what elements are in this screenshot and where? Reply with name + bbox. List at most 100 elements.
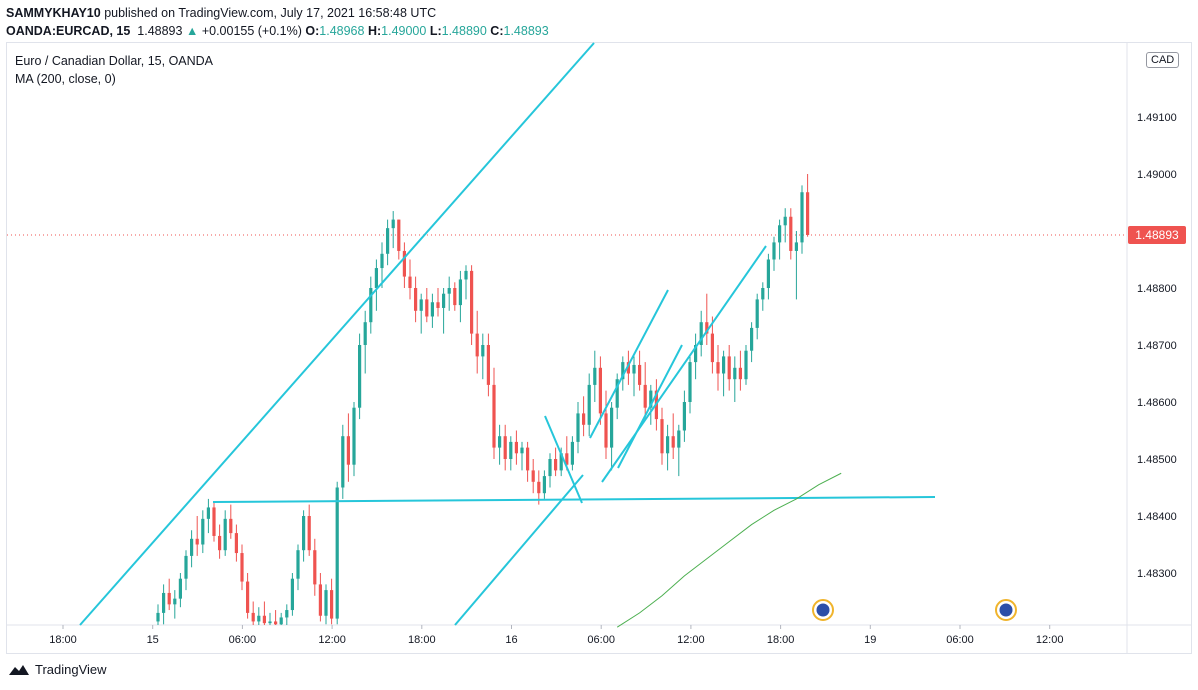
candle (694, 333, 698, 380)
y-tick-label: 1.48300 (1137, 568, 1177, 580)
ohlc-line: OANDA:EURCAD, 15 1.48893 ▲ +0.00155 (+0.… (6, 22, 549, 40)
candle-body (391, 219, 395, 229)
candle (318, 573, 322, 622)
candle-body (615, 379, 619, 408)
trendline (454, 474, 584, 626)
trendline (544, 415, 583, 504)
candle-body (503, 436, 507, 459)
candle-body (481, 345, 485, 357)
candle-body (772, 242, 776, 260)
y-tick-label: 1.49000 (1137, 169, 1177, 181)
brand-text: TradingView (35, 662, 107, 677)
candle (486, 333, 490, 397)
x-tick-label: 16 (505, 634, 517, 646)
candle-body (257, 615, 261, 622)
candle (576, 402, 580, 454)
candle (565, 436, 569, 471)
candle-body (262, 615, 266, 624)
candle (587, 373, 591, 437)
candle (481, 333, 485, 380)
trendline (617, 344, 683, 469)
candle-body (559, 453, 563, 471)
candle (251, 601, 255, 625)
candle-body (722, 356, 726, 374)
instrument-title: Euro / Canadian Dollar, 15, OANDA (15, 54, 214, 68)
candle-body (178, 578, 182, 599)
candle-body (671, 436, 675, 448)
candle (436, 288, 440, 317)
chart-info: Euro / Canadian Dollar, 15, OANDA MA (20… (15, 52, 213, 88)
trendline (212, 496, 936, 503)
candle (195, 516, 199, 556)
candle-body (621, 362, 625, 380)
x-tick-label: 18:00 (49, 634, 77, 646)
candle-body (414, 288, 418, 311)
candle-body (162, 592, 166, 613)
candle-body (514, 441, 518, 454)
candle-body (397, 219, 401, 251)
candle-body (638, 364, 642, 385)
axis-layer: 1.49100 1.49000 1.48800 1.48700 1.48600 1.485… (49, 112, 1177, 646)
candle-body (453, 288, 457, 306)
candle-body (346, 436, 350, 465)
eu-flag-icon (999, 603, 1013, 617)
candle-body (167, 592, 171, 605)
candle (688, 356, 692, 414)
candle (778, 219, 782, 260)
x-tick-label: 06:00 (587, 634, 615, 646)
x-tick-label: 12:00 (318, 634, 346, 646)
candle (772, 236, 776, 271)
candle-body (290, 578, 294, 611)
publisher-name[interactable]: SAMMYKHAY10 (6, 6, 101, 20)
candle-body (408, 276, 412, 288)
candle (643, 362, 647, 420)
candle (660, 407, 664, 465)
candle (526, 441, 530, 482)
symbol-label: OANDA:EURCAD, 15 (6, 24, 131, 38)
candle (699, 310, 703, 357)
candle (593, 350, 597, 402)
candle (470, 265, 474, 345)
candle-body (632, 364, 636, 374)
candle (419, 293, 423, 334)
candle-body (302, 516, 306, 551)
candle-body (374, 268, 378, 288)
candle (733, 356, 737, 402)
candle (671, 413, 675, 459)
candle (554, 447, 558, 477)
candle (514, 430, 518, 465)
candle-body (156, 612, 160, 622)
candle (262, 601, 266, 625)
candle (610, 402, 614, 471)
currency-badge[interactable]: CAD (1146, 52, 1180, 68)
candle-body (486, 345, 490, 385)
candle-body (582, 413, 586, 425)
candle (246, 573, 250, 619)
candle (279, 612, 283, 625)
candle-body (352, 407, 356, 465)
candle-body (184, 555, 188, 579)
candle-body (531, 470, 535, 482)
candle-body (268, 621, 272, 624)
candle-body (610, 407, 614, 448)
footer-brand[interactable]: TradingView (8, 662, 107, 677)
x-tick-label: 06:00 (229, 634, 257, 646)
candle-body (201, 518, 205, 545)
candle (750, 322, 754, 363)
chart-header: SAMMYKHAY10 published on TradingView.com… (6, 4, 549, 40)
candle-body (436, 302, 440, 308)
candle (425, 288, 429, 323)
x-tick-label: 15 (147, 634, 159, 646)
candle-body (173, 598, 177, 605)
candle (492, 367, 496, 459)
candle (201, 510, 205, 554)
candle (615, 373, 619, 420)
candle (453, 282, 457, 311)
indicator-label[interactable]: MA (200, close, 0) (15, 72, 116, 86)
candle-body (744, 350, 748, 380)
up-arrow-icon: ▲ (185, 24, 199, 38)
candle-body (324, 590, 328, 616)
candle-body (598, 367, 602, 414)
candle (313, 538, 317, 596)
